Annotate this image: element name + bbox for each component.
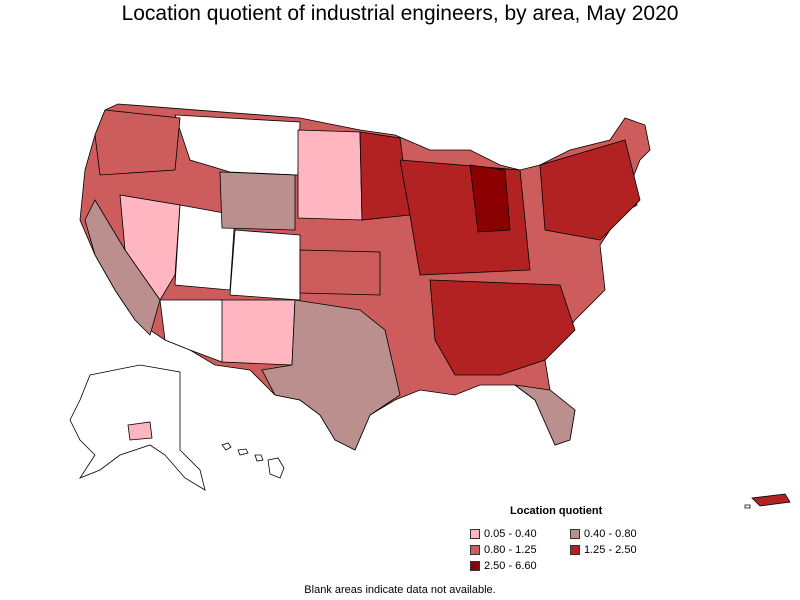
legend-swatch: [570, 528, 580, 539]
legend-item: 0.05 - 0.40: [470, 527, 570, 540]
region-new-mexico: [219, 299, 296, 366]
map-title: Location quotient of industrial engineer…: [121, 2, 679, 25]
legend-label: 1.25 - 2.50: [584, 543, 637, 556]
legend-swatch: [470, 560, 480, 571]
region-dakotas: [297, 129, 363, 221]
region-wyoming: [219, 171, 296, 231]
hawaii-island-3: [254, 454, 264, 462]
legend-label: 2.50 - 6.60: [484, 559, 537, 572]
footnote: Blank areas indicate data not available.: [304, 584, 496, 596]
alaska: [69, 364, 206, 491]
legend: Location quotient 0.05 - 0.40 0.40 - 0.8…: [470, 505, 670, 572]
hawaii-island-2: [237, 448, 249, 456]
region-colorado-blank: [229, 229, 301, 301]
legend-swatch: [570, 544, 580, 555]
region-michigan: [469, 164, 511, 233]
legend-label: 0.05 - 0.40: [484, 527, 537, 540]
legend-item: 1.25 - 2.50: [570, 543, 670, 556]
contiguous-us: [79, 103, 651, 451]
region-northeast: [539, 139, 641, 241]
puerto-rico: [744, 493, 791, 509]
region-southeast: [429, 279, 576, 376]
puerto-rico-shape: [751, 493, 791, 507]
region-kansas: [299, 249, 381, 296]
region-california: [84, 199, 161, 336]
alaska-anchorage: [127, 421, 153, 441]
legend-label: 0.40 - 0.80: [584, 527, 637, 540]
region-midwest-core: [399, 159, 531, 276]
legend-item: 0.40 - 0.80: [570, 527, 670, 540]
hawaii-island-1: [221, 442, 232, 451]
hawaii: [221, 442, 285, 479]
puerto-rico-islet: [744, 504, 751, 509]
region-florida: [514, 384, 576, 446]
legend-swatch: [470, 544, 480, 555]
hawaii-island-4: [267, 457, 285, 479]
legend-swatch: [470, 528, 480, 539]
legend-label: 0.80 - 1.25: [484, 543, 537, 556]
legend-item: 0.80 - 1.25: [470, 543, 570, 556]
region-arizona: [159, 299, 223, 363]
region-texas: [261, 299, 401, 451]
region-pacific-nw: [94, 109, 181, 176]
legend-grid: 0.05 - 0.40 0.40 - 0.80 0.80 - 1.25 1.25…: [470, 527, 670, 572]
legend-title: Location quotient: [510, 505, 603, 517]
region-nevada: [119, 194, 181, 301]
legend-item: 2.50 - 6.60: [470, 559, 570, 572]
